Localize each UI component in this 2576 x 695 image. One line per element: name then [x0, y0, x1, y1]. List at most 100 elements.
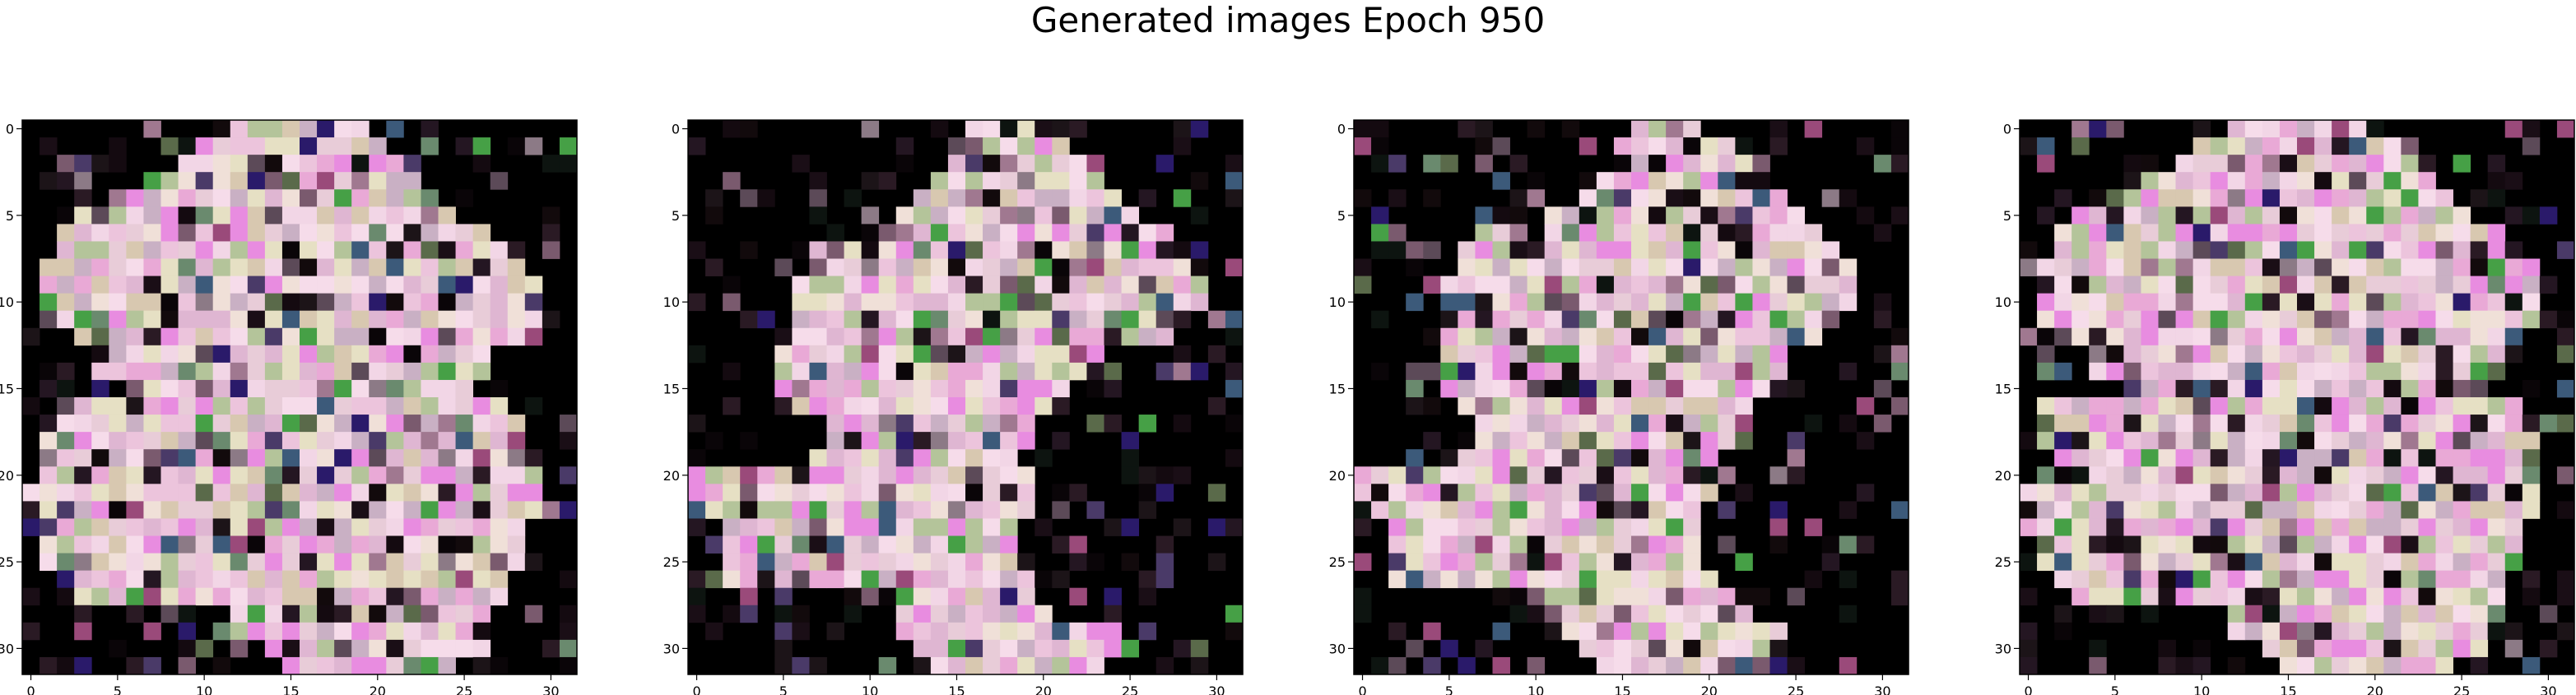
image-pixel [22, 484, 40, 502]
image-pixel [455, 137, 474, 155]
image-pixel [160, 293, 179, 312]
image-pixel [1752, 587, 1770, 606]
image-pixel [126, 345, 144, 364]
image-pixel [2487, 449, 2506, 467]
image-pixel [334, 432, 352, 450]
image-pixel [212, 432, 231, 450]
image-pixel [1527, 466, 1546, 484]
image-pixel [143, 345, 161, 364]
image-pixel [524, 466, 543, 484]
image-pixel [1873, 415, 1892, 433]
image-pixel [983, 397, 1001, 415]
image-pixel [2349, 605, 2367, 623]
image-pixel [300, 501, 318, 519]
image-pixel [2504, 449, 2523, 467]
image-pixel [1035, 206, 1053, 225]
image-pixel [826, 415, 844, 433]
image-pixel [403, 622, 421, 641]
image-pixel [1086, 241, 1104, 259]
image-pixel [1388, 501, 1407, 519]
image-pixel [947, 605, 966, 623]
image-pixel [1190, 258, 1209, 276]
image-pixel [2262, 327, 2281, 346]
image-pixel [895, 501, 914, 519]
image-pixel [212, 518, 231, 536]
image-pixel [1769, 466, 1788, 484]
image-pixel [369, 224, 387, 242]
image-pixel [2470, 397, 2489, 415]
image-pixel [455, 570, 474, 589]
image-pixel [300, 241, 318, 259]
image-pixel [1527, 518, 1546, 536]
image-pixel [2123, 172, 2141, 190]
image-pixel [143, 189, 161, 207]
image-pixel [809, 293, 827, 312]
image-pixel [792, 276, 810, 294]
image-pixel [2453, 639, 2471, 658]
image-pixel [1769, 379, 1788, 398]
image-pixel [1069, 224, 1087, 242]
image-pixel [2349, 484, 2367, 502]
image-pixel [1052, 379, 1070, 398]
image-pixel [281, 553, 300, 572]
image-pixel [1017, 553, 1035, 572]
image-pixel [2089, 258, 2107, 276]
image-pixel [2054, 449, 2072, 467]
image-pixel [1839, 415, 1858, 433]
image-pixel [403, 432, 421, 450]
image-pixel [1035, 570, 1053, 589]
image-pixel [1648, 345, 1667, 364]
image-pixel [930, 345, 949, 364]
image-pixel [895, 622, 914, 641]
image-pixel [1354, 587, 1372, 606]
image-pixel [1225, 605, 1244, 623]
image-pixel [1440, 293, 1458, 312]
image-pixel [2297, 137, 2315, 155]
image-pixel [792, 327, 810, 346]
image-pixel [2175, 189, 2194, 207]
image-pixel [1423, 622, 1441, 641]
image-pixel [1017, 310, 1035, 329]
image-pixel [2297, 327, 2315, 346]
image-pixel [2158, 535, 2176, 554]
image-pixel [1069, 535, 1087, 554]
image-pixel [2244, 553, 2263, 572]
image-pixel [109, 241, 127, 259]
image-pixel [1388, 155, 1407, 173]
image-pixel [264, 449, 283, 467]
image-pixel [281, 224, 300, 242]
image-pixel [1718, 587, 1736, 606]
image-pixel [1458, 432, 1476, 450]
image-pixel [2470, 293, 2489, 312]
image-pixel [1458, 379, 1476, 398]
image-pixel [300, 155, 318, 173]
image-pixel [774, 466, 793, 484]
image-pixel [334, 224, 352, 242]
image-pixel [264, 293, 283, 312]
image-pixel [1000, 137, 1018, 155]
image-pixel [1069, 258, 1087, 276]
image-pixel [965, 622, 983, 641]
image-pixel [317, 432, 335, 450]
image-pixel [1735, 379, 1753, 398]
image-pixel [126, 206, 144, 225]
image-pixel [2314, 587, 2332, 606]
image-pixel [2244, 362, 2263, 381]
image-pixel [2383, 362, 2402, 381]
image-pixel [1683, 605, 1701, 623]
image-pixel [281, 345, 300, 364]
image-pixel [1475, 241, 1493, 259]
image-pixel [861, 172, 880, 190]
image-pixel [455, 605, 474, 623]
image-pixel [2123, 379, 2141, 398]
image-pixel [1613, 622, 1632, 641]
image-pixel [160, 258, 179, 276]
image-pixel [247, 553, 266, 572]
image-pixel [1155, 241, 1174, 259]
image-pixel [438, 587, 456, 606]
image-pixel [57, 172, 75, 190]
image-pixel [281, 379, 300, 398]
image-pixel [1613, 379, 1632, 398]
image-pixel [1052, 155, 1070, 173]
image-pixel [264, 466, 283, 484]
